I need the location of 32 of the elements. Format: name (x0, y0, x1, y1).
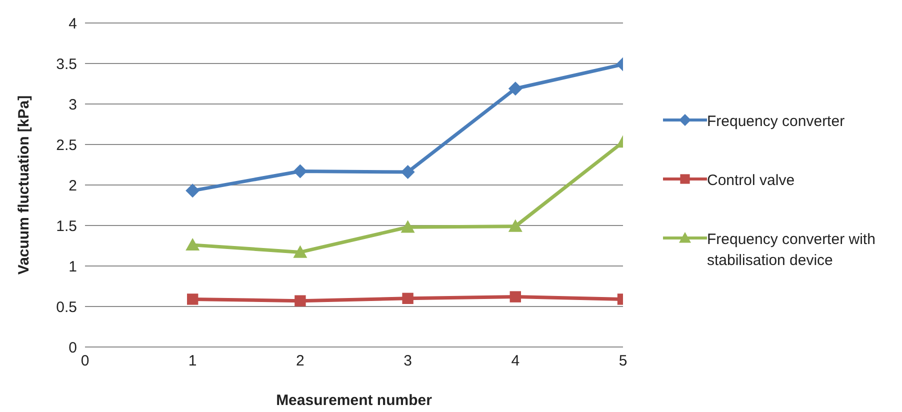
point (293, 245, 308, 258)
y-tick-label: 1.5 (56, 218, 77, 235)
point (186, 184, 200, 198)
point (294, 295, 306, 306)
y-tick-label: 3 (68, 96, 77, 114)
legend-label: Control valve (707, 171, 795, 191)
point (293, 164, 308, 178)
y-tick-label: 2.5 (56, 136, 77, 154)
y-tick-label: 0 (68, 339, 77, 356)
point (400, 220, 415, 233)
y-tick-label: 1 (68, 258, 77, 276)
point (187, 294, 198, 305)
point (400, 165, 415, 180)
point (508, 219, 522, 232)
x-tick-label: 0 (80, 352, 90, 370)
x-tick-label: 4 (511, 352, 520, 370)
y-tick-label: 4 (68, 15, 77, 32)
y-tick-label: 2 (68, 177, 77, 194)
y-tick-label: 3.5 (56, 56, 77, 73)
point (510, 291, 521, 302)
x-tick-label: 5 (618, 352, 628, 370)
x-tick-label: 1 (188, 352, 197, 370)
point (508, 82, 522, 96)
point (402, 292, 414, 304)
x-axis-title: Measurement number (276, 392, 432, 409)
y-tick-label: 0.5 (56, 298, 77, 316)
y-axis-title: Vacuum fluctuation [kPa] (15, 95, 32, 275)
legend-label: Frequency converter (707, 112, 845, 132)
x-tick-label: 2 (296, 352, 304, 370)
legend-label: Frequency converter with stabilisation device (707, 230, 876, 271)
point (186, 238, 200, 251)
x-tick-label: 3 (404, 352, 412, 370)
